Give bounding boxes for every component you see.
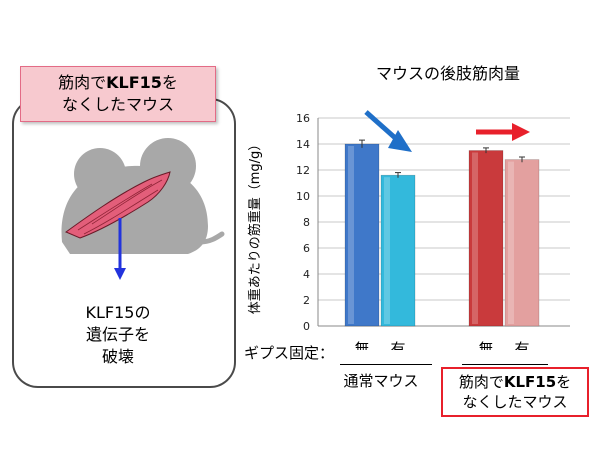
x-category-label: 無 (354, 340, 369, 350)
y-tick-label: 2 (303, 294, 310, 307)
y-tick-label: 12 (296, 164, 310, 177)
mouse-tail (197, 231, 225, 245)
group1-underline (340, 364, 432, 365)
group2-line1-post: を (556, 373, 572, 391)
muscle-fibers (77, 179, 163, 235)
bar (344, 143, 380, 327)
y-tick-label: 14 (296, 138, 310, 151)
decrease-arrow-head (388, 130, 412, 152)
gene-line2: 遺伝子を (85, 325, 150, 344)
group2-line2: なくしたマウス (462, 393, 568, 411)
y-axis-label: 体重あたりの筋重量（mg/g） (248, 137, 263, 315)
gene-disruption-text: KLF15の 遺伝子を 破壊 (56, 302, 180, 368)
bar-highlight (348, 146, 354, 324)
x-category-label: 有 (390, 340, 405, 350)
cast-row: ギプス固定： (244, 342, 334, 363)
x-category-label: 無 (478, 340, 493, 350)
label-line1-post: を (161, 73, 178, 92)
bar (468, 150, 504, 327)
group2-underline (462, 364, 548, 365)
chart-title: マウスの後肢筋肉量 (375, 64, 520, 83)
bar-chart: 0 2 4 6 8 10 12 14 16 無 有 無 有 (296, 112, 570, 350)
flat-arrow-head (512, 123, 530, 141)
label-line2: なくしたマウス (61, 95, 174, 114)
bar (380, 174, 416, 327)
y-tick-label: 8 (303, 216, 310, 229)
bar-highlight (472, 152, 478, 324)
label-line1-pre: 筋肉で (58, 73, 107, 92)
klf15-knockout-label: 筋肉でKLF15を なくしたマウス (20, 66, 216, 122)
group2-line1-bold: KLF15 (503, 373, 557, 391)
bar-highlight (508, 161, 514, 324)
group2-line1-pre: 筋肉で (458, 373, 504, 391)
trend-arrows (364, 110, 530, 152)
x-category-label: 有 (514, 340, 529, 350)
blue-arrow-head (114, 268, 126, 280)
y-tick-label: 6 (303, 242, 310, 255)
bar (504, 159, 540, 327)
y-tick-label: 10 (296, 190, 310, 203)
mouse-illustration (61, 138, 225, 280)
group-normal-mouse: 通常マウス (343, 372, 419, 390)
cast-label: ギプス固定： (244, 344, 335, 362)
y-tick-label: 0 (303, 320, 310, 333)
y-tick-label: 4 (303, 268, 310, 281)
group-klf15-knockout-box: 筋肉でKLF15を なくしたマウス (441, 367, 589, 417)
y-tick-label: 16 (296, 112, 310, 125)
label-line1-bold: KLF15 (106, 73, 162, 92)
gene-line3: 破壊 (101, 347, 134, 366)
gene-line1: KLF15の (85, 303, 151, 322)
bar-highlight (384, 177, 390, 324)
